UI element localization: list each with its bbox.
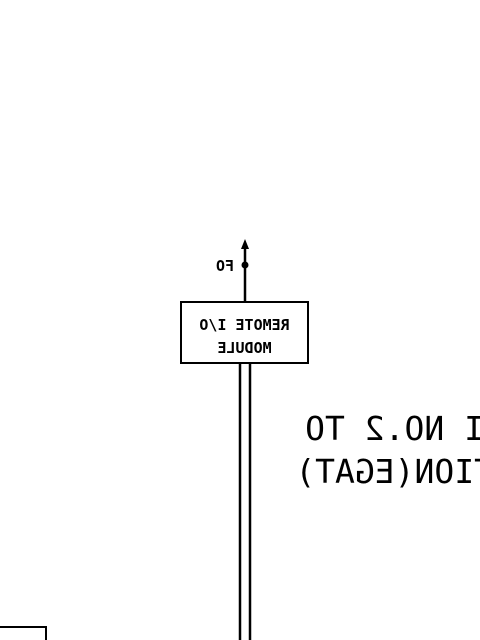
station-label-line2: TION(EGAT) — [295, 452, 480, 491]
connection-dot-icon — [241, 261, 249, 269]
remote-io-module-box — [180, 301, 309, 364]
module-label-line2: MODULE — [217, 339, 271, 357]
partial-box-bottom-left — [0, 626, 47, 640]
station-label-line1: I NO.2 TO — [305, 409, 480, 448]
module-label-line1: REMOTE I/O — [199, 316, 289, 334]
arrow-head-icon — [241, 239, 249, 249]
fo-label: FO — [216, 257, 234, 275]
